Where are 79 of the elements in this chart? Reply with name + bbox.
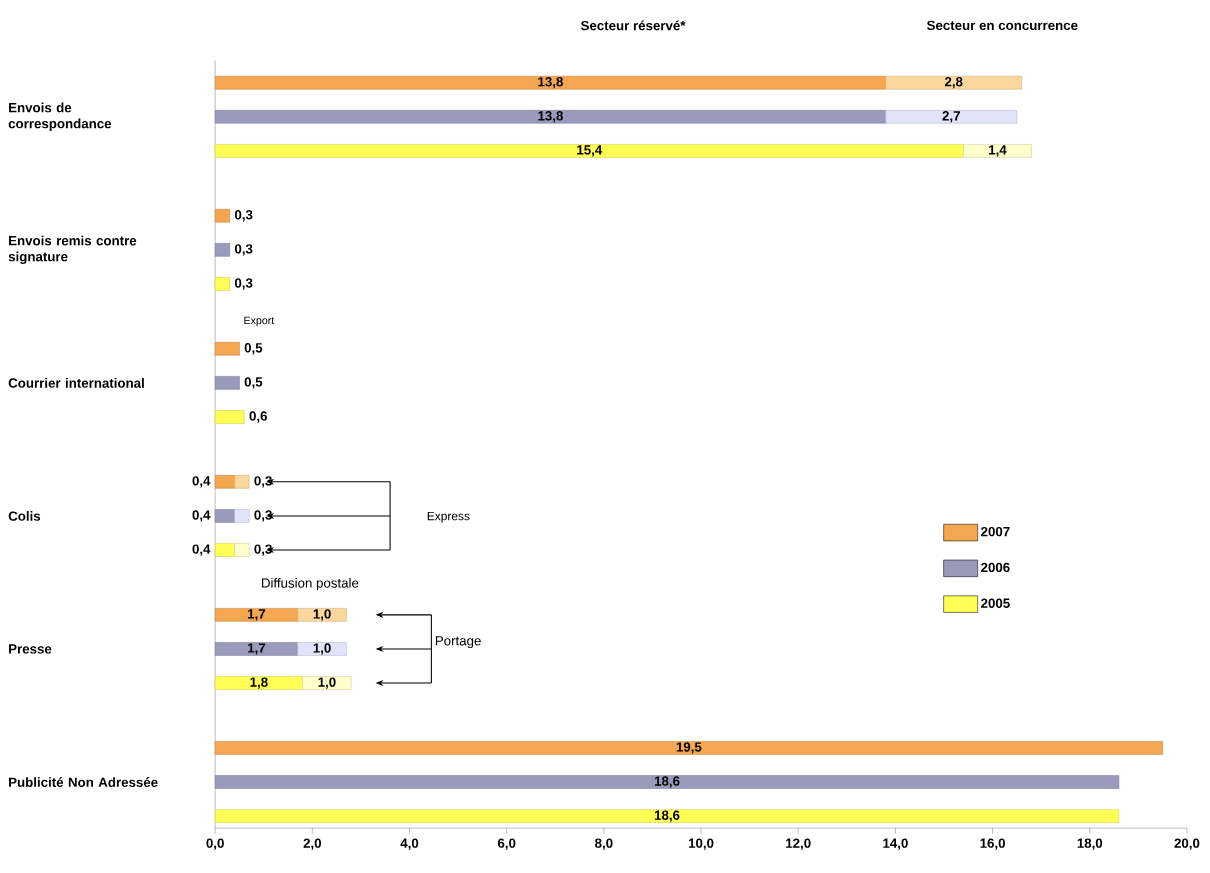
bar [885,75,1022,90]
bar [297,607,347,622]
text: Secteur en concurrence [926,20,1078,30]
y-tick-label: Presse [9,644,52,654]
y-tick-label: Courrier international [8,377,144,388]
data-label: 1,4 [989,145,1007,157]
data-label: 1,7 [248,643,266,655]
bar [234,508,250,523]
x-tick-label: 6,0 [497,838,516,850]
data-label: 0,5 [244,342,263,355]
data-label: 0,6 [249,411,268,423]
y-tick-label: Colis [8,510,41,521]
bar [214,543,235,557]
data-label: 1,0 [313,643,331,655]
data-label: 2,7 [942,110,960,123]
data-label: 0,3 [254,510,272,522]
data-label: 1,7 [248,609,266,621]
bar [214,642,299,656]
bar [214,740,1163,755]
bar [214,676,303,690]
bar [297,642,347,656]
data-label: 19,5 [676,742,702,754]
data-label: 0,4 [192,544,211,556]
bar [963,143,1032,158]
annotation: Express [427,511,470,523]
bar [214,775,1120,789]
bar [885,109,1018,124]
bar [214,607,299,622]
y-tick-label: Publicité Non Adressée [9,776,158,787]
data-label: 0,3 [254,544,272,556]
data-label: 13,8 [538,76,563,89]
data-label: 0,4 [192,475,211,488]
bar [214,410,245,424]
data-label: 18,6 [654,810,680,822]
x-tick-label: 20,0 [1174,838,1200,850]
bar [214,242,230,257]
data-label: 0,3 [234,243,253,256]
legend-label: 2007 [981,526,1010,537]
data-label: 18,6 [654,776,680,788]
y-tick-label: Envois de correspondance [8,102,112,131]
data-label: 13,8 [538,110,563,123]
bar [214,474,235,489]
data-label: 15,4 [577,145,603,157]
data-label: 0,3 [234,278,253,290]
data-label: 1,0 [318,677,336,689]
x-tick-label: 8,0 [595,838,613,850]
legend-label: 2006 [981,562,1010,572]
x-tick-label: 4,0 [400,838,419,850]
bar [234,474,250,489]
x-tick-label: 10,0 [688,838,714,850]
legend-label: 2005 [981,598,1010,608]
bar [214,508,235,523]
data-label: 1,8 [250,677,268,689]
data-label: 0,3 [234,209,253,222]
bar [214,375,240,390]
text: Secteur réservé* [580,20,686,31]
bar [214,341,240,356]
bar [234,543,250,557]
bar [214,143,964,158]
data-label: 2,8 [944,76,963,89]
data-label: 0,4 [192,510,211,522]
x-tick-label: 16,0 [980,838,1005,850]
bar [214,276,230,291]
x-tick-label: 2,0 [303,838,322,850]
data-label: 0,5 [244,377,263,389]
bar [214,109,886,124]
annotation: Portage [435,635,481,648]
bar [214,809,1120,823]
x-tick-label: 0,0 [206,838,224,850]
x-tick-label: 14,0 [883,838,908,850]
bar [302,676,352,690]
data-label: 1,0 [313,608,331,621]
x-tick-label: 18,0 [1077,838,1103,850]
bar [214,208,230,223]
annotation: Diffusion postale [261,577,359,591]
annotation: Export [244,316,275,327]
x-tick-label: 12,0 [786,838,811,850]
bar [214,75,886,90]
y-tick-label: Envois remis contre signature [8,235,137,264]
